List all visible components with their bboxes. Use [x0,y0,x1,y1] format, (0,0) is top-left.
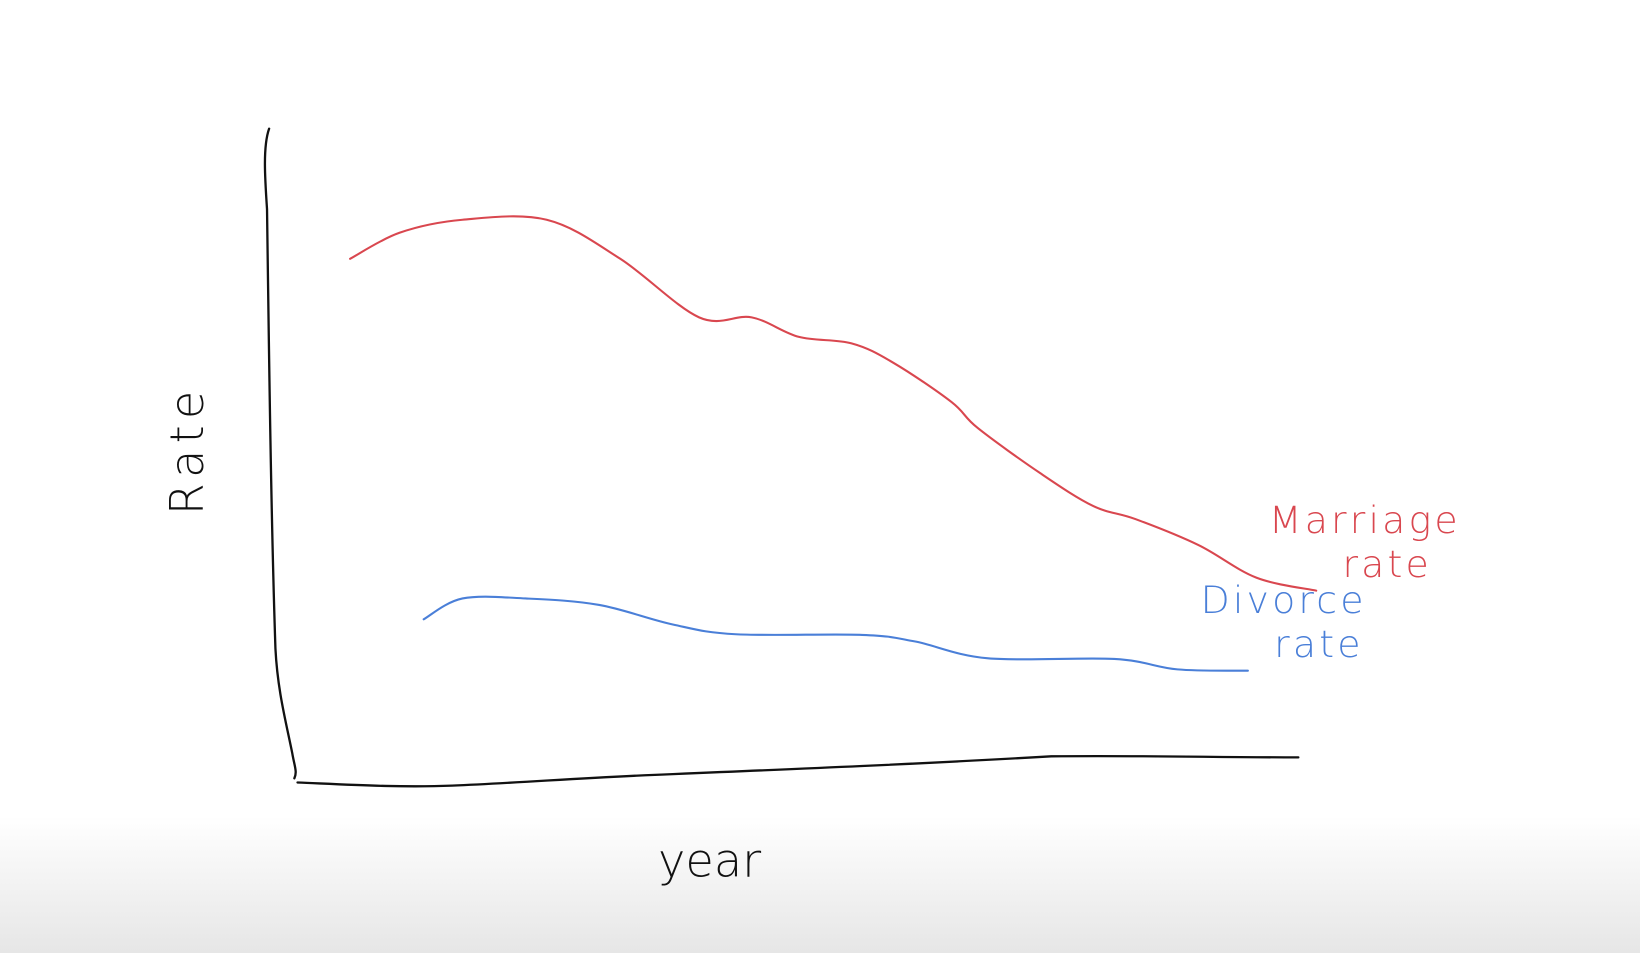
series-label-line: Divorce [1201,578,1367,622]
y-axis [263,127,297,780]
bottom-shade [0,815,1640,953]
series-label-line: rate [1274,622,1363,666]
series-label: Marriage rate [1269,498,1461,586]
series-label-line: rate [1342,542,1431,586]
series-line [422,595,1249,672]
x-axis [296,754,1300,788]
y-axis-label: Rate [160,385,214,516]
series-label: Divorce rate [1201,578,1367,666]
series-label-line: Marriage [1269,498,1461,542]
x-axis-label: year [658,834,761,888]
series-line [349,215,1318,592]
